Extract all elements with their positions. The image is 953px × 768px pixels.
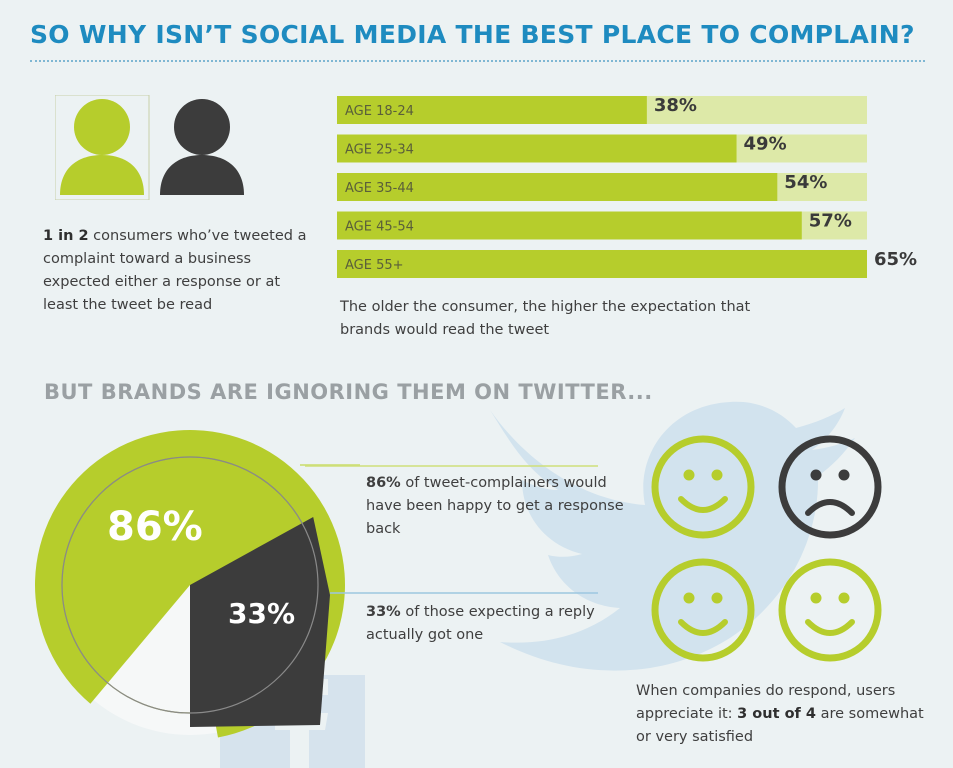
person-icon xyxy=(160,99,244,195)
bar-value-label: 49% xyxy=(744,134,787,155)
person-icon xyxy=(55,95,150,200)
stat-text: consumers who’ve tweeted a complaint tow… xyxy=(43,228,307,313)
callout-text: of tweet-complainers would have been hap… xyxy=(366,475,624,537)
happy-face-icon xyxy=(651,435,755,539)
stat-highlight: 1 in 2 xyxy=(43,228,89,244)
sad-face-icon xyxy=(778,435,882,539)
bar-row: AGE 45-54 57% xyxy=(337,211,867,240)
bar-category-label: AGE 35-44 xyxy=(345,181,414,196)
bar-category-label: AGE 55+ xyxy=(345,258,404,273)
pie-ring-inner xyxy=(61,456,319,714)
twitter-bird-icon xyxy=(490,401,855,671)
bar-value-label: 38% xyxy=(654,96,697,116)
bar xyxy=(337,96,647,124)
bar-row: AGE 18-24 38% xyxy=(337,96,867,124)
bar-value-label: 57% xyxy=(809,211,852,232)
response-pie-chart: 86% 33% xyxy=(35,430,360,738)
satisfaction-faces xyxy=(651,435,882,662)
happy-face-icon xyxy=(778,558,882,662)
callout-highlight: 86% xyxy=(366,475,401,491)
bar xyxy=(337,134,737,163)
pie-slice-label: 86% xyxy=(107,504,203,550)
bar xyxy=(337,211,802,240)
people-icons xyxy=(55,95,244,200)
callout-highlight: 33% xyxy=(366,604,401,620)
bar-value-label: 54% xyxy=(784,172,827,193)
bar-category-label: AGE 25-34 xyxy=(345,143,414,158)
section-title: BUT BRANDS ARE IGNORING THEM ON TWITTER.… xyxy=(44,380,653,404)
pie-slice-label: 33% xyxy=(228,597,295,630)
callout-text: of those expecting a reply actually got … xyxy=(366,604,595,643)
callout-happy-response: 86% of tweet-complainers would have been… xyxy=(366,472,626,541)
age-bar-chart: AGE 18-24 38%AGE 25-34 49%AGE 35-44 54%AGE … xyxy=(337,96,917,278)
satisfaction-text-before: When companies do respond, users appreci… xyxy=(636,683,896,722)
bar-row: AGE 25-34 49% xyxy=(337,134,867,163)
bar xyxy=(337,250,867,278)
bar-chart-caption: The older the consumer, the higher the e… xyxy=(340,299,751,338)
bar-category-label: AGE 45-54 xyxy=(345,220,414,235)
pie-slice xyxy=(190,517,330,727)
happy-face-icon xyxy=(651,558,755,662)
satisfaction-highlight: 3 out of 4 xyxy=(737,706,816,722)
satisfaction-caption: When companies do respond, users appreci… xyxy=(636,680,936,749)
callout-got-reply: 33% of those expecting a reply actually … xyxy=(366,601,626,647)
page-title: SO WHY ISN’T SOCIAL MEDIA THE BEST PLACE… xyxy=(30,20,915,49)
consumers-stat: 1 in 2 consumers who’ve tweeted a compla… xyxy=(43,225,313,317)
bar-row: AGE 35-44 54% xyxy=(337,172,867,201)
title-divider xyxy=(30,60,925,62)
bar-category-label: AGE 18-24 xyxy=(345,104,414,119)
bar-row: AGE 55+ 65% xyxy=(337,249,917,278)
bar xyxy=(337,173,778,201)
satisfaction-text-after: are somewhat or very satisfied xyxy=(636,706,924,745)
bar-value-label: 65% xyxy=(874,249,917,270)
